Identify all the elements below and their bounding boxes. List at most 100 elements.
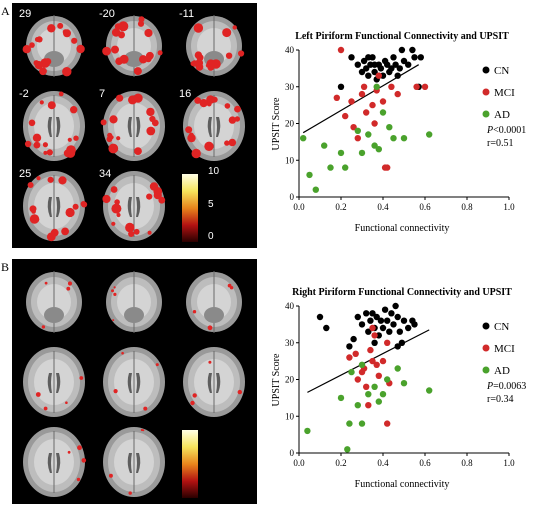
data-point-ad bbox=[371, 383, 378, 390]
x-tick-label: 0.8 bbox=[461, 202, 473, 212]
colorbar bbox=[182, 174, 198, 242]
data-point-cn bbox=[400, 57, 408, 65]
brain-slice: 34 bbox=[96, 167, 172, 243]
x-tick-label: 0.2 bbox=[335, 202, 346, 212]
slice-label: -20 bbox=[99, 8, 115, 20]
data-point-ad bbox=[400, 380, 408, 387]
data-point-ad bbox=[354, 402, 361, 409]
data-point-cn bbox=[390, 321, 397, 328]
data-point-ad bbox=[342, 164, 349, 171]
slice-label: 7 bbox=[99, 88, 106, 100]
data-point-cn bbox=[400, 317, 408, 324]
data-point-cn bbox=[358, 321, 366, 328]
data-point-ad bbox=[365, 131, 372, 138]
brain-slice: -20 bbox=[96, 7, 172, 83]
colorbar-tick-label: 5 bbox=[208, 199, 214, 210]
stat-label: r=0.34 bbox=[487, 394, 513, 405]
data-point-cn bbox=[390, 54, 397, 61]
data-point-ad bbox=[365, 391, 372, 398]
data-point-mci bbox=[342, 112, 349, 120]
data-point-cn bbox=[354, 313, 361, 321]
x-tick-label: 1.0 bbox=[503, 202, 515, 212]
data-point-mci bbox=[363, 109, 370, 116]
data-point-cn bbox=[365, 54, 372, 61]
data-point-ad bbox=[327, 164, 334, 171]
data-point-mci bbox=[394, 90, 401, 98]
data-point-mci bbox=[371, 120, 378, 127]
brain-slice: -11 bbox=[176, 7, 252, 83]
y-tick-label: 0 bbox=[290, 192, 295, 202]
legend-marker bbox=[482, 88, 490, 96]
colorbar-tick-label: 10 bbox=[208, 166, 220, 177]
x-tick-label: 0.0 bbox=[293, 202, 305, 212]
data-point-cn bbox=[392, 61, 399, 68]
data-point-ad bbox=[375, 398, 382, 405]
data-point-cn bbox=[358, 68, 366, 76]
brain-slice bbox=[96, 423, 172, 499]
brain-slice bbox=[176, 263, 252, 339]
data-point-mci bbox=[360, 83, 368, 91]
brain-slice: 25 bbox=[16, 167, 92, 243]
brain-slice-grid: 29 -20 -11 -2 7 16 25 34 10 5 0 bbox=[12, 3, 257, 248]
brain-slice: -2 bbox=[16, 87, 92, 163]
x-tick-label: 0.0 bbox=[293, 458, 305, 468]
data-point-mci bbox=[375, 72, 382, 79]
data-point-cn bbox=[388, 65, 395, 72]
data-point-cn bbox=[405, 61, 412, 68]
data-point-ad bbox=[386, 124, 393, 131]
slice-label: -2 bbox=[19, 88, 29, 100]
y-tick-label: 20 bbox=[285, 375, 295, 385]
data-point-mci bbox=[365, 402, 372, 409]
y-tick-label: 30 bbox=[285, 82, 295, 92]
x-tick-label: 0.6 bbox=[419, 202, 431, 212]
chart-title: Right Piriform Functional Connectivity a… bbox=[292, 287, 512, 298]
x-tick-label: 0.4 bbox=[377, 458, 389, 468]
data-point-ad bbox=[306, 171, 313, 179]
y-tick-label: 30 bbox=[285, 338, 295, 348]
data-point-ad bbox=[344, 446, 351, 453]
data-point-ad bbox=[337, 394, 345, 402]
data-point-cn bbox=[417, 54, 424, 61]
x-axis-label: Functional connectivity bbox=[355, 223, 450, 234]
data-point-cn bbox=[367, 317, 374, 324]
y-tick-label: 10 bbox=[285, 155, 295, 165]
data-point-cn bbox=[398, 46, 406, 54]
data-point-mci bbox=[369, 357, 376, 365]
data-point-mci bbox=[379, 357, 387, 365]
panel-a: A 29 -20 -11 -2 7 16 25 34 10 5 0 Left Piriform Fu… bbox=[0, 0, 533, 255]
y-tick-label: 10 bbox=[285, 411, 295, 421]
data-point-ad bbox=[304, 427, 311, 435]
data-point-cn bbox=[377, 317, 385, 324]
y-axis-label: UPSIT Score bbox=[271, 97, 282, 150]
legend-label: MCI bbox=[494, 343, 515, 355]
data-point-cn bbox=[411, 54, 418, 61]
data-point-cn bbox=[363, 310, 370, 317]
data-point-ad bbox=[337, 149, 345, 157]
data-point-ad bbox=[346, 420, 353, 427]
data-point-cn bbox=[337, 83, 345, 91]
colorbar bbox=[182, 430, 198, 498]
data-point-cn bbox=[363, 65, 370, 72]
brain-slice bbox=[96, 263, 172, 339]
data-point-cn bbox=[377, 65, 385, 72]
brain-slice bbox=[16, 263, 92, 339]
data-point-mci bbox=[354, 376, 361, 383]
data-point-cn bbox=[323, 324, 330, 332]
x-tick-label: 0.8 bbox=[461, 458, 473, 468]
y-axis-label: UPSIT Score bbox=[271, 353, 282, 406]
data-point-cn bbox=[411, 321, 418, 328]
data-point-mci bbox=[367, 346, 374, 354]
slice-label: -11 bbox=[179, 8, 195, 20]
brain-slice-grid bbox=[12, 259, 257, 504]
data-point-cn bbox=[381, 306, 389, 313]
data-point-mci bbox=[348, 98, 355, 105]
data-point-cn bbox=[405, 324, 412, 332]
data-point-mci bbox=[369, 101, 376, 109]
slice-label: 34 bbox=[99, 168, 112, 180]
data-point-ad bbox=[394, 365, 401, 372]
legend-marker bbox=[482, 110, 490, 118]
data-point-cn bbox=[371, 68, 378, 76]
data-point-ad bbox=[390, 135, 397, 142]
slice-label: 25 bbox=[19, 168, 32, 180]
data-point-mci bbox=[384, 420, 391, 427]
